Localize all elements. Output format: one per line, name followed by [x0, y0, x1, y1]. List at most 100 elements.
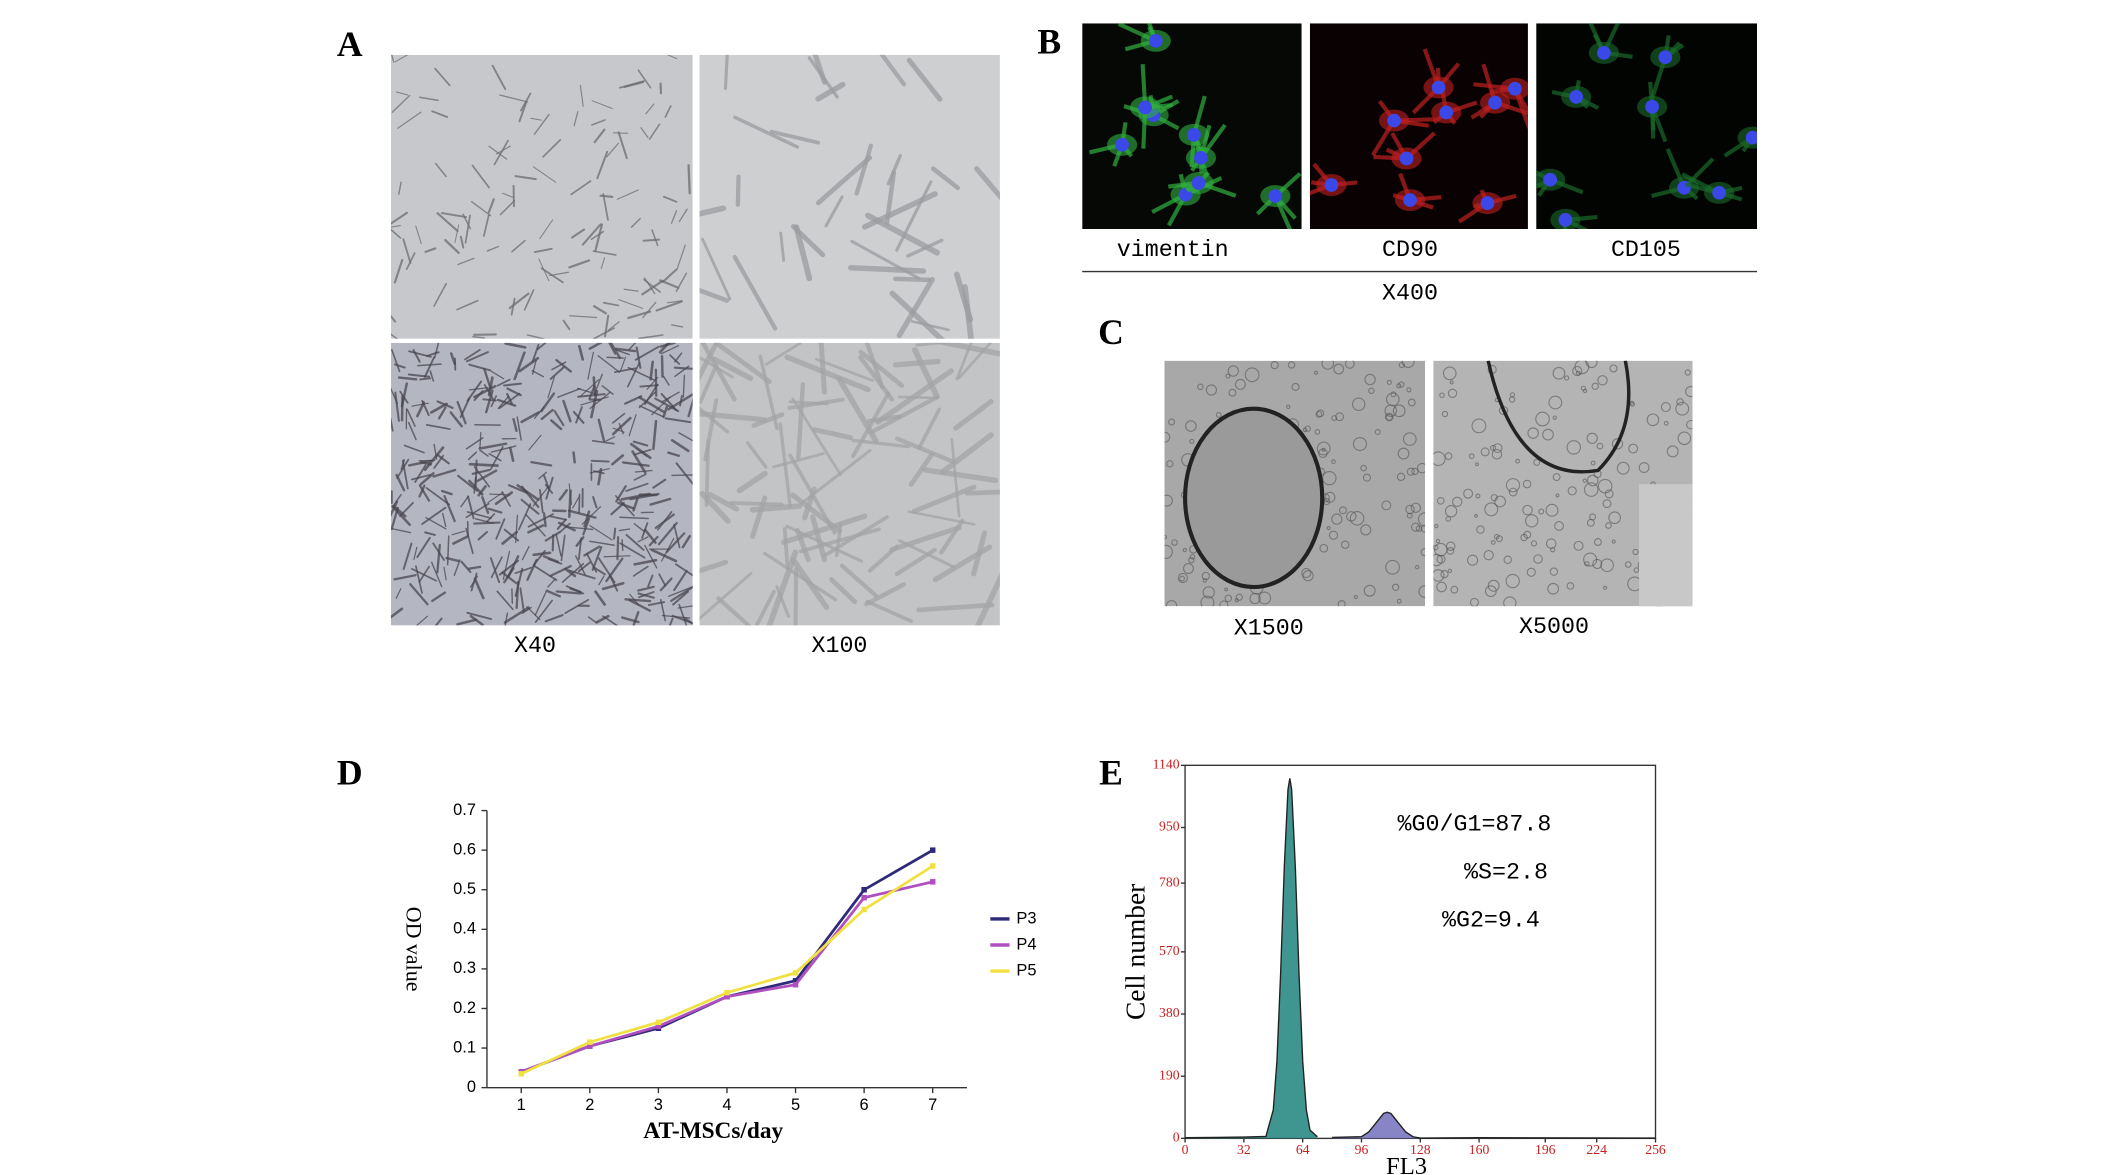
cell — [950, 438, 961, 518]
cell — [810, 514, 828, 563]
organelle — [1183, 563, 1194, 574]
organelle — [1433, 569, 1445, 582]
cell — [390, 333, 399, 339]
cell — [486, 245, 500, 252]
cell — [497, 395, 510, 410]
cell — [538, 471, 548, 480]
organelle — [1201, 571, 1211, 581]
nucleus — [1194, 150, 1208, 165]
x-tick-label: 7 — [928, 1096, 937, 1114]
organelle — [1407, 398, 1416, 407]
organelle — [1611, 438, 1624, 450]
organelle — [1547, 582, 1560, 595]
cell — [836, 376, 879, 444]
organelle — [1554, 521, 1564, 531]
cell — [572, 410, 585, 424]
cell — [477, 531, 489, 541]
organelle — [1567, 486, 1577, 496]
cell — [646, 376, 659, 390]
cell — [790, 224, 826, 258]
cell — [815, 81, 846, 102]
organelle — [1331, 415, 1338, 422]
cell — [670, 585, 693, 602]
cell — [406, 408, 416, 428]
cell — [432, 468, 457, 478]
cell — [564, 598, 590, 615]
cell — [557, 387, 581, 398]
point — [861, 906, 867, 913]
organelle — [1346, 511, 1357, 522]
organelle — [1552, 366, 1566, 380]
y-axis-label: Cell number — [1121, 884, 1151, 1020]
cell — [395, 473, 406, 492]
cell — [493, 139, 509, 166]
cell — [704, 439, 711, 507]
cell — [417, 363, 442, 367]
organelle — [1548, 395, 1563, 410]
cell — [433, 282, 447, 307]
cell — [467, 565, 482, 570]
cell — [456, 618, 477, 626]
organelle — [1476, 525, 1485, 534]
cell — [916, 602, 995, 613]
organelle — [1385, 392, 1400, 407]
organelle — [1402, 432, 1417, 446]
cell — [749, 503, 803, 513]
organelle — [1228, 388, 1237, 397]
organelle — [1244, 367, 1260, 383]
cell — [917, 407, 941, 451]
cell — [591, 100, 613, 109]
organelle — [1471, 418, 1487, 434]
organelle — [1316, 441, 1331, 456]
cell — [579, 84, 584, 107]
cell — [569, 315, 598, 319]
cell — [751, 412, 785, 428]
cell — [516, 416, 522, 441]
cell — [647, 574, 654, 588]
cell — [911, 484, 977, 514]
caption: vimentin — [1117, 237, 1229, 263]
cell — [390, 224, 401, 228]
point — [929, 879, 936, 885]
organelle — [1396, 383, 1402, 389]
organelle — [1202, 578, 1208, 583]
cell — [679, 394, 683, 407]
cell — [729, 501, 784, 507]
cell — [915, 342, 950, 347]
organelle — [1666, 445, 1679, 458]
cell — [640, 127, 649, 139]
cell — [620, 492, 651, 501]
cell — [445, 556, 460, 563]
organelle — [1313, 370, 1319, 375]
cell — [398, 181, 402, 196]
cell — [628, 598, 652, 612]
cell — [676, 244, 686, 270]
cell — [400, 459, 406, 471]
cell — [508, 446, 515, 462]
cell — [582, 518, 591, 536]
organelle — [1164, 534, 1168, 540]
cell — [391, 493, 402, 508]
cell — [488, 452, 502, 462]
cell — [643, 528, 657, 544]
cell — [415, 565, 423, 594]
cell — [407, 459, 433, 467]
cell — [526, 558, 538, 581]
cell — [542, 512, 547, 528]
cell — [658, 573, 667, 587]
cell — [644, 383, 659, 406]
cell — [639, 405, 665, 418]
organelle — [1484, 585, 1497, 598]
cell — [699, 572, 753, 621]
cell — [735, 174, 741, 207]
cell — [391, 528, 411, 534]
organelle — [1447, 388, 1458, 399]
cell — [678, 432, 693, 442]
organelle — [1287, 361, 1296, 369]
cell — [519, 587, 525, 613]
organelle — [1189, 554, 1196, 560]
cell — [895, 180, 933, 252]
organelle — [1415, 525, 1423, 532]
organelle — [1270, 360, 1279, 370]
organelle — [1593, 538, 1602, 546]
